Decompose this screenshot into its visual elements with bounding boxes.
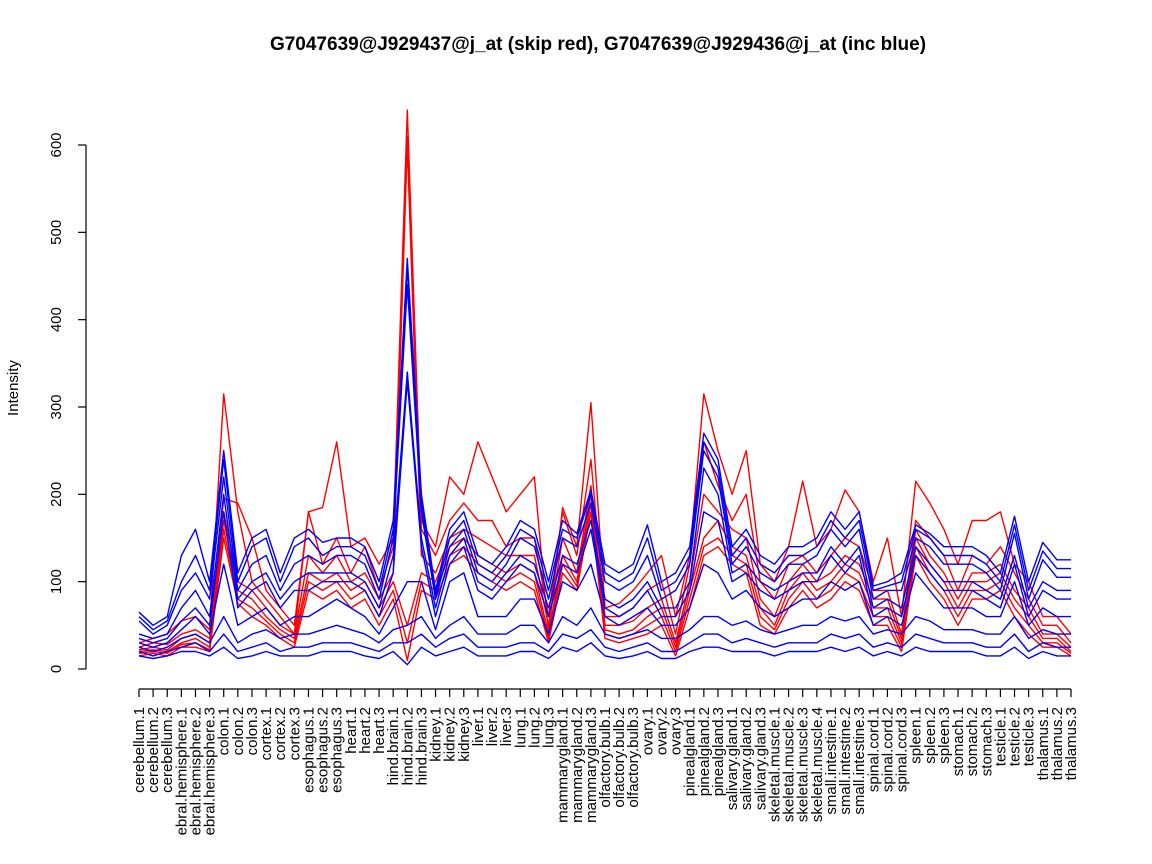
x-tick-label: heart.3 [371, 707, 388, 754]
x-tick-label: heart.2 [357, 707, 374, 754]
x-tick-label: pinealgland.1 [682, 707, 699, 796]
y-tick-label: 200 [48, 482, 65, 507]
x-tick-label: liver.2 [484, 707, 501, 746]
x-tick-label: liver.3 [498, 707, 515, 746]
series-line-inc-8 [138, 266, 1071, 631]
x-tick-label: mammarygland.3 [583, 707, 600, 823]
x-tick-label: stomach.3 [978, 707, 995, 776]
series-line-inc-9 [138, 284, 1071, 635]
x-tick-label: cortex.1 [258, 707, 275, 760]
x-tick-label: cerebellum.1 [131, 707, 148, 793]
x-tick-label: skeletal.muscle.4 [809, 707, 826, 822]
y-tick-label: 100 [48, 569, 65, 594]
x-tick-label: cerebellum.3 [159, 707, 176, 793]
x-tick-label: pinealgland.3 [710, 707, 727, 796]
y-tick-label: 300 [48, 394, 65, 419]
x-tick-label: salivary.gland.2 [738, 707, 755, 810]
series-line-inc-13 [138, 607, 1071, 653]
x-tick-label: olfactory.bulb.2 [611, 707, 628, 808]
x-tick-label: skeletal.muscle.1 [766, 707, 783, 822]
x-tick-label: heart.1 [343, 707, 360, 754]
x-tick-label: ebral.hemisphere.2 [187, 707, 204, 835]
x-tick-label: hind.brain.3 [413, 707, 430, 785]
x-tick-label: spleen.3 [936, 707, 953, 764]
x-tick-label: salivary.gland.1 [724, 707, 741, 810]
x-tick-label: spinal.cord.3 [894, 707, 911, 792]
x-tick-label: testicle.1 [992, 707, 1009, 766]
x-tick-label: cerebellum.2 [145, 707, 162, 793]
x-tick-label: lung.1 [512, 707, 529, 748]
x-tick-label: kidney.3 [456, 707, 473, 762]
series-line-inc-12 [138, 563, 1071, 648]
x-tick-label: hind.brain.2 [399, 707, 416, 785]
x-tick-label: cortex.2 [272, 707, 289, 760]
plot-lines [138, 109, 1072, 666]
y-tick-label: 600 [48, 132, 65, 157]
y-axis-label: Intensity [5, 360, 22, 416]
x-tick-label: mammarygland.1 [555, 707, 572, 823]
y-tick-label: 500 [48, 220, 65, 245]
x-tick-label: kidney.2 [442, 707, 459, 762]
x-tick-label: skeletal.muscle.2 [781, 707, 798, 822]
x-tick-label: liver.1 [470, 707, 487, 746]
x-tick-label: pinealgland.2 [696, 707, 713, 796]
x-tick-label: small.intestine.1 [823, 707, 840, 815]
x-tick-label: spinal.cord.1 [865, 707, 882, 792]
x-axis: cerebellum.1cerebellum.2cerebellum.3ebra… [131, 688, 1080, 835]
x-tick-label: testicle.3 [1021, 707, 1038, 766]
x-tick-label: olfactory.bulb.3 [625, 707, 642, 808]
y-tick-label: 0 [48, 665, 65, 673]
y-axis: 0 100 200 300 400 500 600 [48, 132, 87, 673]
x-tick-label: skeletal.muscle.3 [795, 707, 812, 822]
x-tick-label: thalamus.3 [1063, 707, 1080, 780]
x-tick-label: small.intestine.2 [837, 707, 854, 815]
x-tick-label: thalamus.1 [1035, 707, 1052, 780]
x-tick-label: esophagus.3 [329, 707, 346, 793]
chart-title: G7047639@J929437@j_at (skip red), G70476… [270, 34, 926, 55]
x-tick-label: colon.3 [244, 707, 261, 755]
x-tick-label: ebral.hemisphere.3 [202, 707, 219, 835]
x-tick-label: spleen.2 [922, 707, 939, 764]
x-tick-label: small.intestine.3 [851, 707, 868, 815]
x-tick-label: colon.2 [230, 707, 247, 755]
x-tick-label: stomach.2 [964, 707, 981, 776]
series-line-inc-14 [138, 629, 1071, 657]
x-tick-label: salivary.gland.3 [752, 707, 769, 810]
x-tick-label: spleen.1 [908, 707, 925, 764]
x-tick-label: hind.brain.1 [385, 707, 402, 785]
y-tick-label: 400 [48, 307, 65, 332]
x-tick-label: colon.1 [216, 707, 233, 755]
x-tick-label: ovary.2 [653, 707, 670, 755]
x-tick-label: ovary.3 [668, 707, 685, 755]
x-tick-label: ovary.1 [639, 707, 656, 755]
x-tick-label: kidney.1 [428, 707, 445, 762]
x-tick-label: spinal.cord.2 [879, 707, 896, 792]
x-tick-label: stomach.1 [950, 707, 967, 776]
x-tick-label: thalamus.2 [1049, 707, 1066, 780]
x-tick-label: esophagus.2 [315, 707, 332, 793]
series-line-inc-10 [138, 371, 1071, 640]
x-tick-label: mammarygland.2 [569, 707, 586, 823]
series-line-inc-7 [138, 257, 1071, 626]
x-tick-label: lung.3 [541, 707, 558, 748]
x-tick-label: ebral.hemisphere.1 [173, 707, 190, 835]
x-tick-label: cortex.3 [286, 707, 303, 760]
x-tick-label: olfactory.bulb.1 [597, 707, 614, 808]
series-line-inc-11 [138, 380, 1071, 644]
x-tick-label: testicle.2 [1007, 707, 1024, 766]
x-tick-label: esophagus.1 [300, 707, 317, 793]
x-tick-label: lung.2 [526, 707, 543, 748]
series-line-inc-15 [138, 642, 1071, 666]
